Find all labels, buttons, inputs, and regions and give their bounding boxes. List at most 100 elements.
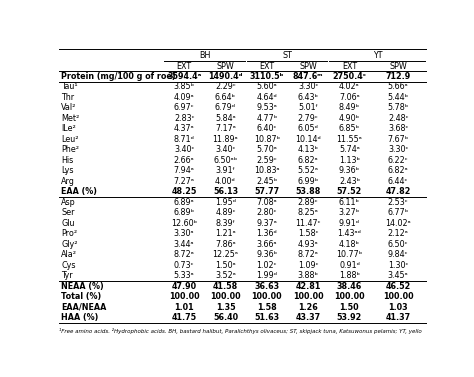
Text: 4.90ᵇ: 4.90ᵇ <box>339 114 360 123</box>
Text: 7.86ᵃ: 7.86ᵃ <box>215 240 236 249</box>
Text: 2.45ᵇ: 2.45ᵇ <box>256 177 277 186</box>
Text: 5.52ᵃ: 5.52ᵃ <box>298 166 319 175</box>
Text: 3110.5ᵇ: 3110.5ᵇ <box>249 72 284 81</box>
Text: 3.66ᵃ: 3.66ᵃ <box>256 240 277 249</box>
Text: 4.37ᵃ: 4.37ᵃ <box>174 124 194 133</box>
Text: ILe²: ILe² <box>61 124 76 133</box>
Text: 1.21ᵃ: 1.21ᵃ <box>215 230 236 238</box>
Text: 4.64ᵈ: 4.64ᵈ <box>256 93 277 102</box>
Text: 8.72ᵃ: 8.72ᵃ <box>173 250 195 259</box>
Text: 6.89ᵃ: 6.89ᵃ <box>174 198 194 207</box>
Text: EAA (%): EAA (%) <box>61 187 97 196</box>
Text: 48.25: 48.25 <box>172 187 197 196</box>
Text: HAA (%): HAA (%) <box>61 314 99 322</box>
Text: 1.30ᶜ: 1.30ᶜ <box>388 261 408 270</box>
Text: 6.85ᵇ: 6.85ᵇ <box>339 124 360 133</box>
Text: 7.06ᵃ: 7.06ᵃ <box>339 93 360 102</box>
Text: 41.58: 41.58 <box>213 282 238 291</box>
Text: 3594.4ᵃ: 3594.4ᵃ <box>167 72 201 81</box>
Text: 5.66ᵃ: 5.66ᵃ <box>388 82 409 91</box>
Text: 100.00: 100.00 <box>293 293 323 302</box>
Text: 1.58: 1.58 <box>257 303 277 312</box>
Text: 7.27ᵃ: 7.27ᵃ <box>173 177 195 186</box>
Text: 57.77: 57.77 <box>254 187 279 196</box>
Text: 5.78ᵇ: 5.78ᵇ <box>388 103 409 112</box>
Text: 41.37: 41.37 <box>385 314 410 322</box>
Text: 47.82: 47.82 <box>385 187 411 196</box>
Text: BH: BH <box>200 51 211 60</box>
Text: 9.37ᵃ: 9.37ᵃ <box>256 219 277 228</box>
Text: 1490.4ᵈ: 1490.4ᵈ <box>208 72 243 81</box>
Text: 1.43ᵃᵈ: 1.43ᵃᵈ <box>337 230 361 238</box>
Text: 6.79ᵈ: 6.79ᵈ <box>215 103 236 112</box>
Text: 3.30ᵃ: 3.30ᵃ <box>174 230 194 238</box>
Text: 6.40ᶜ: 6.40ᶜ <box>256 124 277 133</box>
Text: Tyr: Tyr <box>61 271 73 280</box>
Text: 6.44ᶜ: 6.44ᶜ <box>388 177 408 186</box>
Text: Protein (mg/100 g of roe): Protein (mg/100 g of roe) <box>61 72 176 81</box>
Text: 6.82ᵃ: 6.82ᵃ <box>388 166 409 175</box>
Text: 1.99ᵈ: 1.99ᵈ <box>256 271 277 280</box>
Text: ST: ST <box>283 51 293 60</box>
Text: 847.6ᵐ: 847.6ᵐ <box>293 72 323 81</box>
Text: 4.89ᶜ: 4.89ᶜ <box>215 208 236 218</box>
Text: 8.71ᵈ: 8.71ᵈ <box>173 135 195 144</box>
Text: 6.43ᵇ: 6.43ᵇ <box>298 93 319 102</box>
Text: Glu: Glu <box>61 219 74 228</box>
Text: Val²: Val² <box>61 103 76 112</box>
Text: 5.60ᵃ: 5.60ᵃ <box>256 82 277 91</box>
Text: 42.81: 42.81 <box>295 282 321 291</box>
Text: 2.66ᵃ: 2.66ᵃ <box>174 156 194 165</box>
Text: 6.05ᵈ: 6.05ᵈ <box>298 124 319 133</box>
Text: 5.44ᵇ: 5.44ᵇ <box>388 93 409 102</box>
Text: 3.44ᵃ: 3.44ᵃ <box>174 240 194 249</box>
Text: 4.18ᵇ: 4.18ᵇ <box>339 240 360 249</box>
Text: 5.01ᶠ: 5.01ᶠ <box>298 103 318 112</box>
Text: 53.92: 53.92 <box>337 314 362 322</box>
Text: 9.91ᵈ: 9.91ᵈ <box>339 219 360 228</box>
Text: 9.53ᵃ: 9.53ᵃ <box>256 103 277 112</box>
Text: 3.30ᶜ: 3.30ᶜ <box>388 146 408 154</box>
Text: 1.13ᵇ: 1.13ᵇ <box>339 156 360 165</box>
Text: ¹Free amino acids. ²Hydrophobic acids. BH, bastard halibut, Paralichthys olivace: ¹Free amino acids. ²Hydrophobic acids. B… <box>59 328 422 334</box>
Text: 5.33ᵃ: 5.33ᵃ <box>174 271 194 280</box>
Text: Met²: Met² <box>61 114 79 123</box>
Text: 43.37: 43.37 <box>296 314 321 322</box>
Text: 3.27ᵇ: 3.27ᵇ <box>339 208 360 218</box>
Text: SPW: SPW <box>299 62 317 70</box>
Text: 6.22ᶜ: 6.22ᶜ <box>388 156 409 165</box>
Text: 10.77ᵇ: 10.77ᵇ <box>337 250 363 259</box>
Text: 7.67ᵇ: 7.67ᵇ <box>388 135 409 144</box>
Text: EXT: EXT <box>177 62 191 70</box>
Text: 51.63: 51.63 <box>254 314 279 322</box>
Text: 2.59ᶜ: 2.59ᶜ <box>256 156 277 165</box>
Text: 12.25ᵃ: 12.25ᵃ <box>212 250 238 259</box>
Text: 2.53ᶜ: 2.53ᶜ <box>388 198 409 207</box>
Text: YT: YT <box>373 51 383 60</box>
Text: 1.88ᵇ: 1.88ᵇ <box>339 271 360 280</box>
Text: Pro²: Pro² <box>61 230 77 238</box>
Text: 9.36ᵇ: 9.36ᵇ <box>256 250 277 259</box>
Text: 100.00: 100.00 <box>252 293 282 302</box>
Text: 46.52: 46.52 <box>385 282 411 291</box>
Text: 1.35: 1.35 <box>216 303 235 312</box>
Text: 1.09ᶜ: 1.09ᶜ <box>298 261 319 270</box>
Text: 1.50ᵃ: 1.50ᵃ <box>215 261 236 270</box>
Text: 38.46: 38.46 <box>337 282 362 291</box>
Text: 6.50ᶜ: 6.50ᶜ <box>388 240 409 249</box>
Text: 6.64ᵇ: 6.64ᵇ <box>215 93 236 102</box>
Text: 1.03: 1.03 <box>388 303 408 312</box>
Text: 3.45ᵃ: 3.45ᵃ <box>388 271 409 280</box>
Text: 47.90: 47.90 <box>172 282 197 291</box>
Text: 3.88ᵇ: 3.88ᵇ <box>298 271 319 280</box>
Text: 7.08ᵃ: 7.08ᵃ <box>256 198 277 207</box>
Text: 10.14ᵈ: 10.14ᵈ <box>295 135 321 144</box>
Text: SPW: SPW <box>217 62 234 70</box>
Text: 11.55ᵃ: 11.55ᵃ <box>337 135 363 144</box>
Text: 6.99ᵇ: 6.99ᵇ <box>298 177 319 186</box>
Text: 0.91ᵈ: 0.91ᵈ <box>339 261 360 270</box>
Text: 1.50: 1.50 <box>340 303 359 312</box>
Text: 1.58ᶜ: 1.58ᶜ <box>298 230 319 238</box>
Text: EXT: EXT <box>259 62 274 70</box>
Text: Phe²: Phe² <box>61 146 79 154</box>
